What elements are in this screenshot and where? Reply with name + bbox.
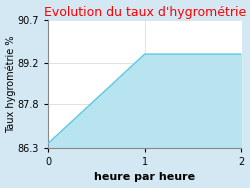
Y-axis label: Taux hygrométrie %: Taux hygrométrie % [6,35,16,133]
X-axis label: heure par heure: heure par heure [94,172,195,182]
Title: Evolution du taux d'hygrométrie: Evolution du taux d'hygrométrie [44,6,246,19]
